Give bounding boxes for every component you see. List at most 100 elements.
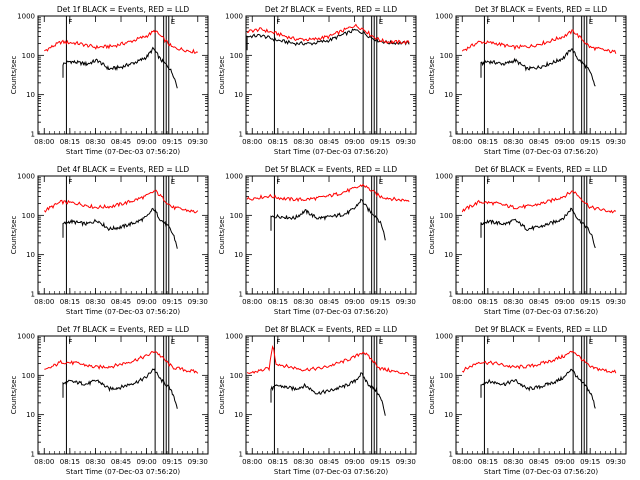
marker-label-f: F: [276, 18, 280, 26]
panel-title: Det 6f BLACK = Events, RED = LLD: [475, 165, 608, 174]
y-tick-label: 10: [26, 91, 35, 99]
x-tick-label: 09:00: [137, 138, 157, 146]
lld-series-line: [461, 190, 617, 214]
plot-frame: [245, 15, 417, 135]
x-tick-label: 08:30: [293, 458, 313, 466]
panel-det-7: Det 7f BLACK = Events, RED = LLD 1 10 100 10…: [10, 325, 209, 476]
y-tick-label: 1000: [225, 13, 243, 21]
marker-label-e: E: [589, 18, 593, 26]
x-tick-label: 08:45: [111, 138, 131, 146]
x-axis-label: Start Time (07-Dec-03 07:56:20): [274, 308, 388, 316]
panel-title: Det 1f BLACK = Events, RED = LLD: [57, 5, 190, 14]
x-tick-label: 08:00: [452, 458, 472, 466]
x-tick-label: 08:15: [60, 298, 80, 306]
x-axis-label: Start Time (07-Dec-03 07:56:20): [66, 468, 180, 476]
events-series-line: [246, 28, 410, 51]
x-tick-label: 08:30: [503, 298, 523, 306]
x-tick-label: 08:00: [34, 298, 54, 306]
x-tick-label: 08:00: [34, 458, 54, 466]
panel-det-4: Det 4f BLACK = Events, RED = LLD 1 10 100 10…: [10, 165, 209, 316]
x-tick-label: 08:15: [478, 458, 498, 466]
x-tick-label: 09:00: [345, 138, 365, 146]
y-tick-label: 10: [234, 411, 243, 419]
x-tick-label: 08:30: [503, 138, 523, 146]
y-axis-label: Counts/sec: [10, 56, 18, 95]
x-tick-label: 08:00: [452, 138, 472, 146]
x-axis-label: Start Time (07-Dec-03 07:56:20): [484, 468, 598, 476]
y-tick-label: 100: [22, 52, 35, 60]
x-tick-label: 09:00: [555, 458, 575, 466]
lld-series-line: [247, 23, 410, 45]
y-tick-label: 1000: [435, 333, 453, 341]
events-series-line: [270, 372, 386, 416]
y-tick-label: 100: [230, 372, 243, 380]
marker-label-e: E: [589, 178, 593, 186]
marker-label-e: E: [379, 178, 383, 186]
x-tick-label: 09:30: [188, 298, 208, 306]
y-tick-label: 10: [444, 411, 453, 419]
x-tick-label: 08:00: [242, 458, 262, 466]
panel-title: Det 8f BLACK = Events, RED = LLD: [265, 325, 398, 334]
x-axis-label: Start Time (07-Dec-03 07:56:20): [484, 148, 598, 156]
marker-label-e: E: [171, 18, 175, 26]
marker-label-e: E: [379, 18, 383, 26]
x-tick-label: 08:15: [478, 298, 498, 306]
x-axis-label: Start Time (07-Dec-03 07:56:20): [484, 308, 598, 316]
marker-label-e: E: [379, 338, 383, 346]
y-tick-label: 1000: [435, 13, 453, 21]
y-axis-label: Counts/sec: [428, 56, 436, 95]
y-axis-label: Counts/sec: [428, 376, 436, 415]
x-tick-label: 09:15: [162, 138, 182, 146]
x-tick-label: 08:30: [503, 458, 523, 466]
marker-label-f: F: [486, 18, 490, 26]
x-tick-label: 08:30: [85, 298, 105, 306]
marker-label-f: F: [68, 338, 72, 346]
y-tick-label: 10: [26, 411, 35, 419]
y-tick-label: 1000: [17, 13, 35, 21]
y-axis-label: Counts/sec: [218, 56, 226, 95]
panel-title: Det 5f BLACK = Events, RED = LLD: [265, 165, 398, 174]
x-tick-label: 08:15: [60, 458, 80, 466]
x-axis-label: Start Time (07-Dec-03 07:56:20): [274, 148, 388, 156]
y-tick-label: 1: [31, 131, 35, 139]
x-tick-label: 09:00: [137, 458, 157, 466]
events-series-line: [62, 46, 178, 89]
x-tick-label: 08:00: [242, 138, 262, 146]
x-tick-label: 08:15: [478, 138, 498, 146]
x-tick-label: 09:15: [580, 458, 600, 466]
x-tick-label: 08:30: [85, 138, 105, 146]
x-tick-label: 08:30: [293, 298, 313, 306]
panel-det-9: Det 9f BLACK = Events, RED = LLD 1 10 100 10…: [428, 325, 627, 476]
panel-det-6: Det 6f BLACK = Events, RED = LLD 1 10 100 10…: [428, 165, 627, 316]
events-series-line: [270, 198, 386, 241]
plot-frame: [245, 175, 417, 295]
lld-series-line: [462, 350, 617, 374]
panel-title: Det 7f BLACK = Events, RED = LLD: [57, 325, 190, 334]
x-tick-label: 09:00: [555, 298, 575, 306]
panel-det-5: Det 5f BLACK = Events, RED = LLD 1 10 100 10…: [218, 165, 417, 316]
events-series-line: [62, 368, 178, 409]
x-tick-label: 09:30: [188, 138, 208, 146]
x-tick-label: 08:15: [268, 458, 288, 466]
x-tick-label: 09:30: [606, 458, 626, 466]
events-series-line: [480, 368, 596, 409]
y-tick-label: 100: [440, 212, 453, 220]
x-tick-label: 09:15: [580, 298, 600, 306]
x-tick-label: 08:45: [319, 138, 339, 146]
x-tick-label: 08:30: [293, 138, 313, 146]
x-axis-label: Start Time (07-Dec-03 07:56:20): [66, 148, 180, 156]
panel-det-8: Det 8f BLACK = Events, RED = LLD 1 10 100 10…: [218, 325, 417, 476]
y-tick-label: 10: [234, 251, 243, 259]
y-tick-label: 10: [234, 91, 243, 99]
y-axis-label: Counts/sec: [218, 216, 226, 255]
y-tick-label: 1000: [17, 173, 35, 181]
marker-label-f: F: [68, 178, 72, 186]
lld-series-line: [246, 183, 410, 203]
x-tick-label: 08:15: [60, 138, 80, 146]
y-tick-label: 10: [444, 91, 453, 99]
lld-series-line: [246, 344, 410, 376]
marker-label-f: F: [68, 18, 72, 26]
y-tick-label: 1: [239, 451, 243, 459]
events-series-line: [480, 48, 596, 87]
lld-series-line: [44, 351, 199, 374]
